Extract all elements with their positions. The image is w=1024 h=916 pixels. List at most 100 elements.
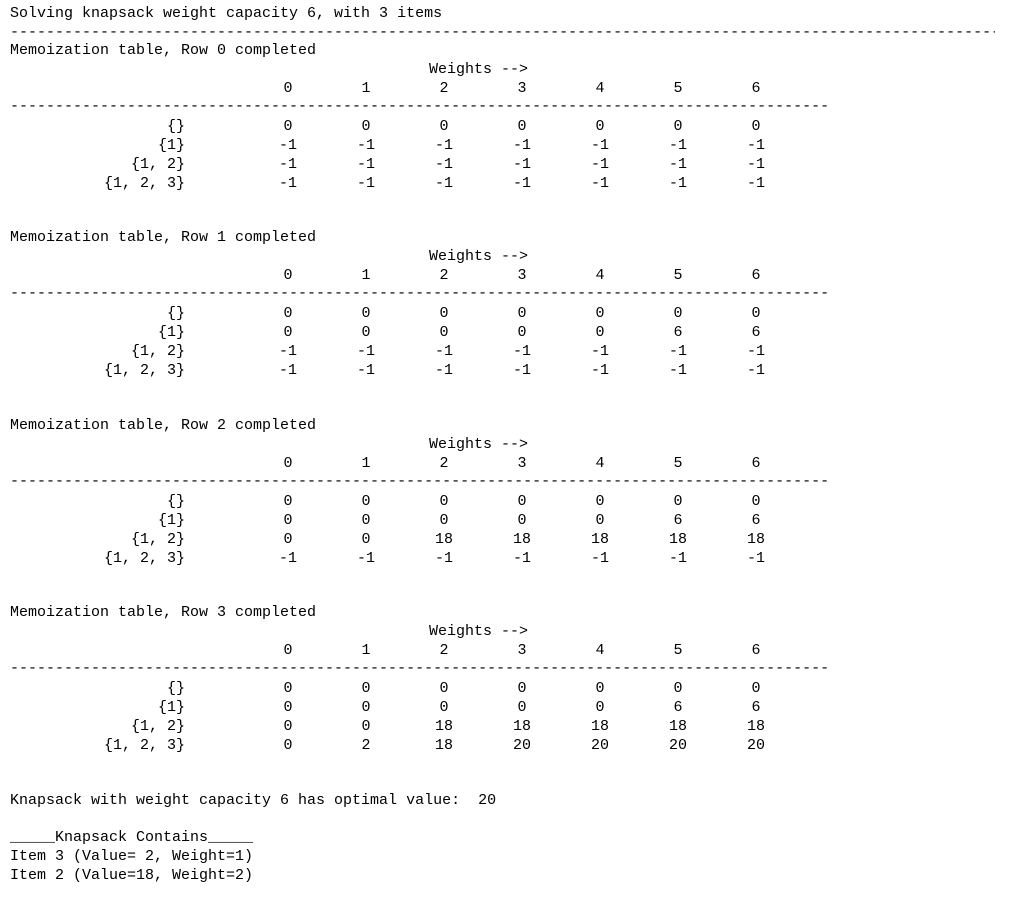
table-cell: 0 (439, 699, 449, 716)
table-cell: 0 (673, 118, 683, 135)
column-header: 5 (673, 80, 683, 97)
table-cell: -1 (434, 362, 453, 379)
column-header: 2 (439, 267, 449, 284)
table-separator: ----------------------------------------… (10, 98, 828, 115)
table-cell: 18 (434, 737, 453, 754)
table-cell: -1 (512, 137, 531, 154)
table-cell: -1 (356, 156, 375, 173)
table-cell: 0 (283, 324, 293, 341)
row-label: {1} (157, 699, 185, 716)
table-cell: 0 (361, 680, 371, 697)
table-cell: 0 (517, 493, 527, 510)
table-cell: -1 (434, 550, 453, 567)
column-header: 4 (595, 455, 605, 472)
table-cell: -1 (278, 362, 297, 379)
table-cell: 20 (668, 737, 687, 754)
column-header: 2 (439, 642, 449, 659)
contains-heading: _____Knapsack Contains_____ (10, 829, 254, 846)
table-cell: -1 (512, 550, 531, 567)
column-header: 5 (673, 267, 683, 284)
column-header: 3 (517, 455, 527, 472)
row-label: {1, 2, 3} (103, 175, 185, 192)
table-cell: 18 (668, 718, 687, 735)
table-cell: -1 (356, 175, 375, 192)
table-cell: -1 (746, 156, 765, 173)
table-cell: 0 (517, 305, 527, 322)
table-caption: Memoization table, Row 1 completed (10, 229, 317, 246)
table-cell: 20 (746, 737, 765, 754)
table-cell: -1 (668, 550, 687, 567)
row-label: {1} (157, 324, 185, 341)
table-cell: -1 (278, 137, 297, 154)
row-label: {1, 2} (130, 156, 185, 173)
table-cell: 18 (746, 718, 765, 735)
table-cell: 18 (512, 531, 531, 548)
knapsack-item: Item 3 (Value= 2, Weight=1) (10, 848, 254, 865)
row-label: {1, 2} (130, 718, 185, 735)
table-cell: 6 (673, 512, 683, 529)
table-cell: 0 (439, 512, 449, 529)
table-cell: 0 (361, 512, 371, 529)
column-header: 3 (517, 80, 527, 97)
table-separator: ----------------------------------------… (10, 285, 828, 302)
column-header: 6 (751, 642, 761, 659)
table-cell: 0 (361, 324, 371, 341)
table-cell: 0 (283, 512, 293, 529)
table-cell: 0 (283, 531, 293, 548)
row-label: {1} (157, 512, 185, 529)
table-cell: 0 (517, 512, 527, 529)
table-cell: 0 (595, 305, 605, 322)
column-header: 3 (517, 267, 527, 284)
table-cell: 0 (361, 718, 371, 735)
table-cell: 0 (595, 118, 605, 135)
table-cell: -1 (590, 362, 609, 379)
weights-axis-label: Weights --> (429, 436, 529, 453)
table-cell: 0 (751, 680, 761, 697)
table-cell: 0 (751, 305, 761, 322)
table-cell: 18 (668, 531, 687, 548)
table-cell: 0 (283, 718, 293, 735)
table-cell: -1 (278, 343, 297, 360)
table-cell: 0 (283, 737, 293, 754)
column-header: 4 (595, 642, 605, 659)
table-cell: -1 (356, 550, 375, 567)
column-header: 6 (751, 267, 761, 284)
row-label: {} (166, 305, 185, 322)
table-cell: -1 (746, 550, 765, 567)
table-cell: -1 (512, 156, 531, 173)
table-cell: 0 (673, 305, 683, 322)
column-header: 0 (283, 80, 293, 97)
table-cell: 0 (517, 118, 527, 135)
table-cell: 20 (512, 737, 531, 754)
table-cell: 0 (439, 680, 449, 697)
table-cell: -1 (512, 362, 531, 379)
table-separator: ----------------------------------------… (10, 660, 828, 677)
table-cell: 0 (673, 680, 683, 697)
column-header: 1 (361, 267, 371, 284)
table-cell: -1 (512, 343, 531, 360)
table-cell: 0 (595, 680, 605, 697)
table-cell: -1 (278, 175, 297, 192)
table-cell: -1 (668, 362, 687, 379)
table-cell: -1 (668, 137, 687, 154)
table-cell: 6 (751, 324, 761, 341)
header-separator: ----------------------------------------… (10, 24, 995, 41)
table-cell: 0 (439, 324, 449, 341)
column-header: 0 (283, 267, 293, 284)
table-cell: 0 (439, 305, 449, 322)
table-cell: -1 (434, 343, 453, 360)
table-cell: 0 (595, 699, 605, 716)
table-cell: 0 (361, 493, 371, 510)
column-header: 1 (361, 80, 371, 97)
table-cell: 6 (751, 512, 761, 529)
table-cell: 0 (751, 493, 761, 510)
column-header: 3 (517, 642, 527, 659)
table-cell: 0 (361, 305, 371, 322)
table-cell: -1 (434, 156, 453, 173)
table-cell: -1 (590, 175, 609, 192)
column-header: 0 (283, 455, 293, 472)
table-cell: 0 (751, 118, 761, 135)
weights-axis-label: Weights --> (429, 623, 529, 640)
table-cell: -1 (590, 156, 609, 173)
table-cell: -1 (278, 550, 297, 567)
